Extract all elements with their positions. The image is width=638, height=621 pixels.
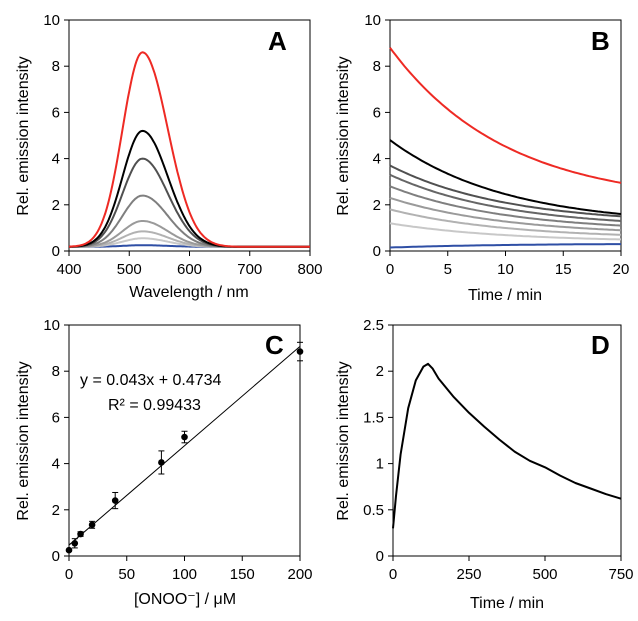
panel-b-y-tick-label: 4 xyxy=(373,151,381,168)
panel-d-x-tick-label: 500 xyxy=(532,566,557,583)
panel-c-x-tick-label: 50 xyxy=(118,566,135,583)
panel-a-y-tick-label: 6 xyxy=(52,104,60,121)
panel-b-x-tick-label: 15 xyxy=(555,261,572,278)
panel-d: 0 250 500 750 0 0.5 1 1.5 2 2.5 D Time / min Rel.… xyxy=(335,317,634,612)
panel-c-series xyxy=(65,341,304,554)
panel-d-y-tick-label: 0 xyxy=(376,548,384,565)
panel-c-y-axis-label: Rel. emission intensity xyxy=(15,361,32,520)
panel-b-letter: B xyxy=(591,26,610,56)
panel-d-x-tick-label: 250 xyxy=(456,566,481,583)
panel-b-x-tick-label: 20 xyxy=(613,261,630,278)
panel-a-y-tick-label: 10 xyxy=(43,12,60,29)
panel-b-y-tick-label: 2 xyxy=(373,197,381,214)
panel-d-x-axis-label: Time / min xyxy=(470,595,544,612)
panel-c-fit-line xyxy=(68,346,301,546)
panel-a-spectrum-line xyxy=(69,157,310,248)
panel-c-y-tick-label: 0 xyxy=(52,548,60,565)
panel-d-y-tick-label: 1 xyxy=(376,456,384,473)
panel-b-x-tick-label: 5 xyxy=(444,261,452,278)
panel-c-fit-r-squared: R² = 0.99433 xyxy=(108,397,201,414)
panel-c-y-tick-label: 6 xyxy=(52,409,60,426)
panel-a-spectrum-line xyxy=(69,194,310,248)
panel-d-y-tick-label: 1.5 xyxy=(363,409,384,426)
panel-b-x-tick-label: 0 xyxy=(386,261,394,278)
panel-a-y-tick-label: 2 xyxy=(52,197,60,214)
panel-a-y-tick-label: 0 xyxy=(52,243,60,260)
panel-a-y-axis-label: Rel. emission intensity xyxy=(15,56,32,215)
panel-a-x-axis-label: Wavelength / nm xyxy=(129,284,248,301)
panel-c-x-axis-label: [ONOO⁻] / μM xyxy=(134,591,236,608)
panel-c-ticks: 0 50 100 150 200 0 2 4 6 8 10 xyxy=(43,317,312,583)
panel-d-x-tick-label: 750 xyxy=(608,566,633,583)
panel-b-decay-line xyxy=(389,139,622,215)
panel-c-y-tick-label: 4 xyxy=(52,456,60,473)
panel-c-data-point xyxy=(88,521,96,529)
panel-b: 0 5 10 15 20 0 2 4 6 8 10 B Time / min Rel. emissi… xyxy=(335,12,629,304)
panel-c-data-point xyxy=(111,497,119,504)
panel-a-series xyxy=(69,51,310,248)
panel-c-data-point xyxy=(158,459,165,466)
panel-b-y-tick-label: 6 xyxy=(373,104,381,121)
panel-b-y-tick-label: 0 xyxy=(373,243,381,260)
panel-c-x-tick-label: 100 xyxy=(172,566,197,583)
panel-a-y-tick-label: 4 xyxy=(52,151,60,168)
panel-a-x-tick-label: 500 xyxy=(117,261,142,278)
panel-c-y-tick-label: 8 xyxy=(52,363,60,380)
panel-c-y-tick-label: 10 xyxy=(43,317,60,334)
panel-b-decay-line xyxy=(389,185,622,227)
panel-b-series xyxy=(389,47,622,249)
panel-d-y-tick-label: 2 xyxy=(376,363,384,380)
panel-b-decay-line xyxy=(389,47,622,184)
panel-a-x-tick-label: 700 xyxy=(237,261,262,278)
panel-a-spectrum-line xyxy=(69,51,310,248)
panel-d-letter: D xyxy=(591,330,610,360)
panel-d-ticks: 0 250 500 750 0 0.5 1 1.5 2 2.5 xyxy=(363,317,633,583)
panel-b-y-tick-label: 10 xyxy=(364,12,381,29)
panel-a-letter: A xyxy=(268,26,287,56)
panel-c-data-point xyxy=(65,546,73,554)
panel-d-series xyxy=(392,362,622,529)
panel-b-decay-line xyxy=(389,222,621,241)
panel-b-y-axis-label: Rel. emission intensity xyxy=(335,56,352,215)
panel-c-data-point xyxy=(181,433,188,441)
panel-b-decay-line xyxy=(389,208,622,236)
panel-a-x-tick-label: 400 xyxy=(56,261,81,278)
panel-c: 0 50 100 150 200 0 2 4 6 8 10 C y = 0.043x + 0.473… xyxy=(15,317,313,608)
panel-c-data-point xyxy=(71,539,79,547)
panel-d-y-tick-label: 0.5 xyxy=(363,502,384,519)
panel-b-decay-line xyxy=(389,196,622,232)
panel-c-x-tick-label: 0 xyxy=(65,566,73,583)
panel-d-plot-frame xyxy=(392,324,622,557)
panel-b-x-axis-label: Time / min xyxy=(468,287,542,304)
panel-a-x-tick-label: 800 xyxy=(297,261,322,278)
panel-a: 400 500 600 700 800 0 2 4 6 8 10 A Wavelength / nm… xyxy=(15,12,323,301)
panel-b-x-tick-label: 10 xyxy=(497,261,514,278)
panel-b-ticks: 0 5 10 15 20 0 2 4 6 8 10 xyxy=(364,12,629,278)
panel-c-data-point xyxy=(296,348,304,355)
panel-c-data-point xyxy=(77,530,84,538)
panel-c-x-tick-label: 200 xyxy=(287,566,312,583)
panel-c-letter: C xyxy=(265,330,284,360)
panel-b-decay-line xyxy=(389,164,622,218)
panel-c-fit-equation: y = 0.043x + 0.4734 xyxy=(80,372,222,389)
panel-d-y-tick-label: 2.5 xyxy=(363,317,384,334)
panel-a-x-tick-label: 600 xyxy=(177,261,202,278)
panel-b-decay-line xyxy=(389,243,621,249)
panel-d-x-tick-label: 0 xyxy=(389,566,397,583)
panel-b-y-tick-label: 8 xyxy=(373,58,381,75)
panel-b-decay-line xyxy=(389,173,622,222)
panel-a-ticks: 400 500 600 700 800 0 2 4 6 8 10 xyxy=(43,12,322,278)
panel-c-y-tick-label: 2 xyxy=(52,502,60,519)
panel-c-x-tick-label: 150 xyxy=(230,566,255,583)
panel-d-intensity-line xyxy=(392,362,622,529)
panel-d-y-axis-label: Rel. emission intensity xyxy=(335,361,352,520)
panel-a-y-tick-label: 8 xyxy=(52,58,60,75)
panel-a-spectrum-line xyxy=(69,129,310,248)
